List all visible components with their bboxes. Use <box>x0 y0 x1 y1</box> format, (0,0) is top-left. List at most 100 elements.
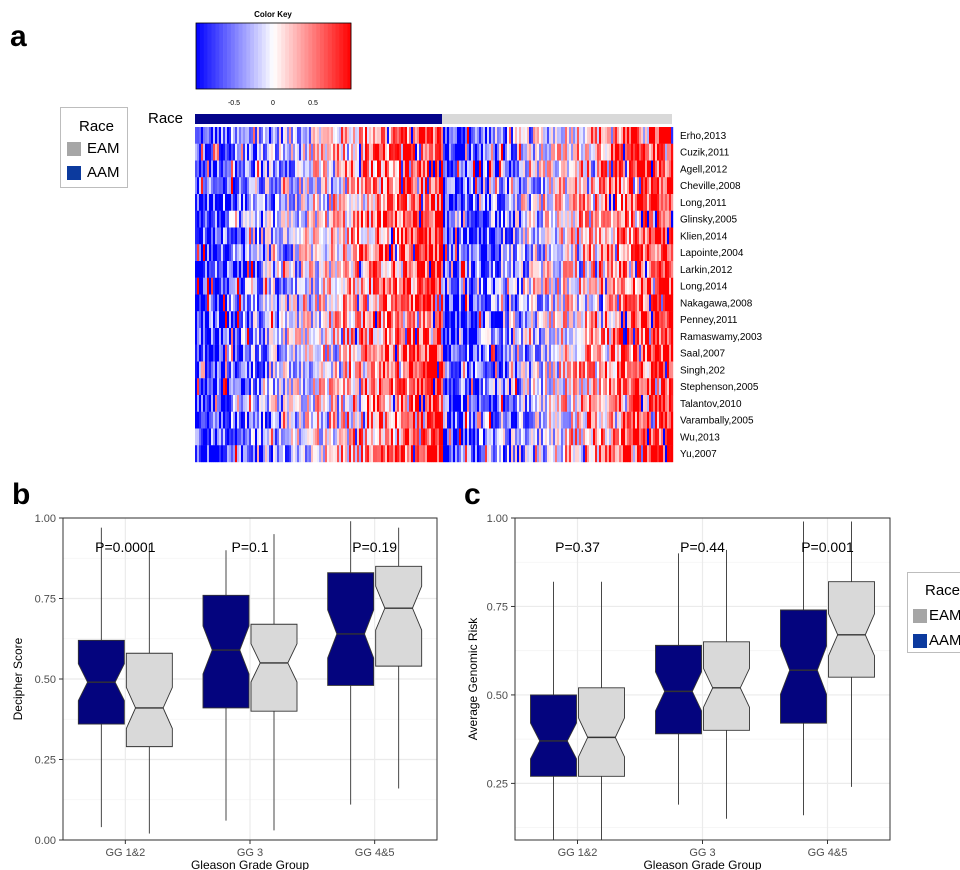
heatmap-cell <box>315 277 318 295</box>
heatmap-cell <box>481 311 484 329</box>
heatmap-cell <box>407 311 410 329</box>
heatmap-cell <box>435 411 438 429</box>
heatmap-cell <box>635 143 638 161</box>
heatmap-cell <box>495 227 498 245</box>
heatmap-cell <box>299 210 302 228</box>
heatmap-cell <box>473 127 476 144</box>
heatmap-cell <box>597 177 600 195</box>
heatmap-cell <box>409 244 412 262</box>
heatmap-cell <box>597 160 600 178</box>
heatmap-cell <box>429 277 432 295</box>
heatmap-cell <box>259 261 262 278</box>
heatmap-cell <box>591 395 594 412</box>
heatmap-cell <box>255 127 258 144</box>
heatmap-cell <box>369 244 372 262</box>
heatmap-cell <box>585 261 588 278</box>
heatmap-cell <box>227 261 230 278</box>
heatmap-cell <box>583 361 586 379</box>
heatmap-cell <box>405 227 408 245</box>
heatmap-cell <box>459 344 462 362</box>
heatmap-cell <box>499 294 502 312</box>
heatmap-cell <box>367 143 370 161</box>
heatmap-cell <box>279 244 282 262</box>
heatmap-cell <box>591 294 594 312</box>
heatmap-cell <box>553 411 556 429</box>
color-key-strip <box>234 23 239 89</box>
heatmap-cell <box>535 311 538 329</box>
heatmap-cell <box>411 143 414 161</box>
heatmap-cell <box>301 395 304 412</box>
heatmap-cell <box>615 261 618 278</box>
heatmap-cell <box>575 445 578 463</box>
heatmap-cell <box>343 328 346 345</box>
heatmap-cell <box>667 194 670 211</box>
heatmap-cell <box>643 277 646 295</box>
heatmap-cell <box>537 177 540 195</box>
heatmap-cell <box>415 210 418 228</box>
heatmap-cell <box>323 277 326 295</box>
color-key-strip <box>343 23 348 89</box>
heatmap-cell <box>633 194 636 211</box>
color-key-strip <box>327 23 332 89</box>
heatmap-cell <box>629 395 632 412</box>
heatmap-cell <box>413 244 416 262</box>
heatmap-cell <box>447 194 450 211</box>
heatmap-cell <box>407 378 410 396</box>
heatmap-cell <box>523 428 526 446</box>
heatmap-cell <box>605 411 608 429</box>
heatmap-cell <box>385 244 388 262</box>
heatmap-cell <box>537 311 540 329</box>
heatmap-cell <box>449 277 452 295</box>
heatmap-cell <box>411 261 414 278</box>
heatmap-cell <box>195 277 198 295</box>
race-legend-c: Race EAM AAM <box>907 572 960 653</box>
heatmap-cell <box>359 361 362 379</box>
heatmap-cell <box>447 411 450 429</box>
heatmap-cell <box>249 395 252 412</box>
heatmap-cell <box>213 261 216 278</box>
heatmap-cell <box>293 261 296 278</box>
heatmap-cell <box>567 344 570 362</box>
heatmap-cell <box>579 344 582 362</box>
heatmap-cell <box>583 210 586 228</box>
heatmap-cell <box>449 227 452 245</box>
heatmap-cell <box>409 177 412 195</box>
heatmap-cell <box>257 395 260 412</box>
heatmap-cell <box>649 210 652 228</box>
heatmap-cell <box>505 361 508 379</box>
heatmap-cell <box>569 127 572 144</box>
heatmap-cell <box>539 378 542 396</box>
heatmap-cell <box>669 445 672 463</box>
heatmap-cell <box>547 177 550 195</box>
heatmap-cell <box>283 227 286 245</box>
heatmap-cell <box>209 361 212 379</box>
heatmap-cell <box>205 261 208 278</box>
heatmap-cell <box>671 160 674 178</box>
heatmap-cell <box>303 378 306 396</box>
heatmap-cell <box>485 411 488 429</box>
heatmap-cell <box>599 411 602 429</box>
heatmap-cell <box>519 395 522 412</box>
heatmap-cell <box>497 127 500 144</box>
heatmap-cell <box>457 160 460 178</box>
heatmap-cell <box>201 395 204 412</box>
heatmap-cell <box>255 428 258 446</box>
heatmap-cell <box>207 378 210 396</box>
heatmap-cell <box>391 127 394 144</box>
heatmap-cell <box>427 127 430 144</box>
heatmap-cell <box>239 277 242 295</box>
heatmap-cell <box>557 261 560 278</box>
heatmap-cell <box>423 378 426 396</box>
heatmap-cell <box>323 428 326 446</box>
heatmap-cell <box>333 177 336 195</box>
heatmap-cell <box>575 378 578 396</box>
heatmap-cell <box>621 328 624 345</box>
heatmap-cell <box>665 311 668 329</box>
heatmap-cell <box>501 143 504 161</box>
heatmap-cell <box>589 445 592 463</box>
heatmap-cell <box>285 277 288 295</box>
heatmap-cell <box>627 378 630 396</box>
heatmap-cell <box>313 177 316 195</box>
heatmap-cell <box>493 428 496 446</box>
heatmap-cell <box>661 361 664 379</box>
